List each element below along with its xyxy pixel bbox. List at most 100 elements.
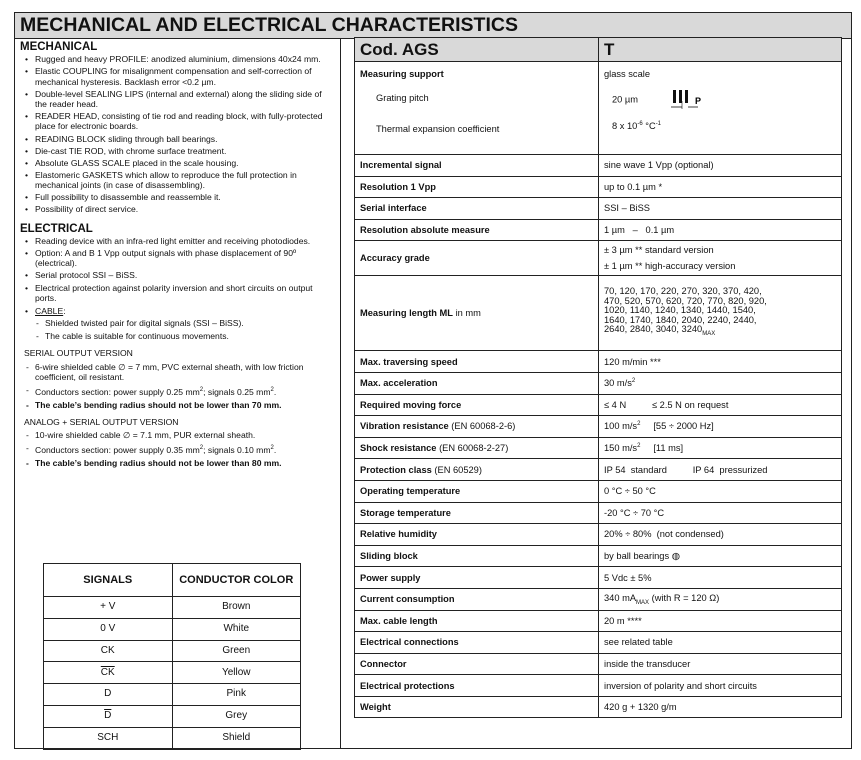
spec-label: Measuring support Grating pitch Thermal … <box>354 61 599 155</box>
spec-label: Serial interface <box>354 197 599 220</box>
analog-cable-line: 10-wire shielded cable ∅ = 7.1 mm, PUR e… <box>25 430 334 441</box>
spec-value: 30 m/s2 <box>598 371 842 395</box>
spec-row: Measuring length ML in mm 70, 120, 170, 2… <box>354 275 842 352</box>
spec-label: Incremental signal <box>354 154 599 177</box>
spec-value: 5 Vdc ± 5% <box>598 566 842 589</box>
spec-row: Accuracy grade ± 3 µm ** standard version… <box>354 240 842 277</box>
spec-label-text: Accuracy grade <box>360 253 430 264</box>
text: ; signals 0.25 mm <box>203 386 271 397</box>
text: . <box>273 444 277 455</box>
cable-list: CABLE: <box>20 306 334 317</box>
list-item: Elastomeric GASKETS which allow to repro… <box>20 170 334 191</box>
spec-label: Relative humidity <box>354 523 599 546</box>
value-text: -20 °C ÷ 70 °C <box>604 507 665 518</box>
signal-cell: D <box>43 683 173 706</box>
model-header: T <box>598 37 842 62</box>
spec-label: Electrical protections <box>354 674 599 697</box>
code-header: Cod. AGS <box>354 37 599 62</box>
spec-label-suffix: (EN 60068-2-27) <box>436 443 509 454</box>
signal-row: CK Green <box>43 639 301 663</box>
signal-row: CK Yellow <box>43 661 301 685</box>
value-text: see related table <box>604 637 673 648</box>
subscript: MAX <box>702 331 716 338</box>
value-text: 100 m/s <box>604 421 638 432</box>
spec-row: Power supply 5 Vdc ± 5% <box>354 566 842 589</box>
page-title: MECHANICAL AND ELECTRICAL CHARACTERISTIC… <box>15 13 851 39</box>
spec-label-text: Electrical protections <box>360 680 455 691</box>
spec-label-text: Measuring length ML <box>360 308 453 319</box>
grating-pitch-value-cell: 20 µm P <box>604 89 841 111</box>
spec-label-text: Storage temperature <box>360 507 451 518</box>
list-item: Full possibility to disassemble and reas… <box>20 192 334 203</box>
value-text: [55 ÷ 2000 Hz] <box>640 421 714 432</box>
list-item: READING BLOCK sliding through ball beari… <box>20 134 334 145</box>
spec-value: glass scale 20 µm P 8 x 10-6 °C-1 <box>598 61 842 155</box>
conductor-color-cell: Brown <box>171 596 301 619</box>
spec-row: Relative humidity 20% ÷ 80% (not condense… <box>354 523 842 546</box>
spec-row: Max. acceleration 30 m/s2 <box>354 371 842 395</box>
spec-header-row: Cod. AGS T <box>354 37 842 62</box>
spec-label: Electrical connections <box>354 631 599 654</box>
value-text: inside the transducer <box>604 658 691 669</box>
spec-value: 1 µm – 0.1 µm <box>598 218 842 242</box>
analog-bending-radius: The cable’s bending radius should not be… <box>25 458 334 469</box>
text: °C <box>642 121 656 132</box>
sup: 2 <box>270 386 274 393</box>
list-item: Electrical protection against polarity i… <box>20 283 334 304</box>
conductor-color-header: CONDUCTOR COLOR <box>171 563 301 597</box>
measuring-support-value: glass scale <box>604 69 650 79</box>
cable-details: Shielded twisted pair for digital signal… <box>20 318 334 341</box>
spec-label: Shock resistance (EN 60068-2-27) <box>354 436 599 460</box>
spec-label-suffix: (EN 60068-2-6) <box>448 421 516 432</box>
spec-label-text: Power supply <box>360 572 421 583</box>
value-text: 30 m/s <box>604 378 632 389</box>
spec-value: inversion of polarity and short circuits <box>598 674 842 697</box>
conductor-color-cell: Grey <box>171 704 301 728</box>
spec-label: Max. traversing speed <box>354 350 599 373</box>
spec-value: 20 m **** <box>598 609 842 633</box>
value-text: (with R = 120 Ω) <box>649 592 720 603</box>
list-item: Die-cast TIE ROD, with chrome surface tr… <box>20 146 334 157</box>
value-text: ± 3 µm ** standard version <box>604 245 714 256</box>
text: . <box>273 386 277 397</box>
list-item: Double-level SEALING LIPS (internal and … <box>20 89 334 110</box>
spec-label: Resolution 1 Vpp <box>354 175 599 199</box>
signal-row: 0 V White <box>43 617 301 641</box>
value-text: ± 1 µm ** high-accuracy version <box>604 261 736 272</box>
measuring-support-label: Measuring support <box>360 69 444 79</box>
spec-row: Max. traversing speed 120 m/min *** <box>354 350 842 373</box>
description-column: MECHANICAL Rugged and heavy PROFILE: ano… <box>15 39 341 750</box>
serial-bending-radius: The cable’s bending radius should not be… <box>25 400 334 411</box>
grating-pitch-label: Grating pitch <box>376 93 429 103</box>
signals-table: SIGNALS CONDUCTOR COLOR + V Brown 0 V White… <box>43 563 301 750</box>
value-text: 70, 120, 170, 220, 270, 320, 370, 420, 4… <box>604 285 767 335</box>
list-item: Serial protocol SSI – BiSS. <box>20 270 334 281</box>
serial-version-details: 6-wire shielded cable ∅ = 7 mm, PVC exte… <box>20 362 334 410</box>
spec-label: Protection class (EN 60529) <box>354 458 599 481</box>
cable-detail: The cable is suitable for continuous mov… <box>35 331 334 342</box>
spec-row: Operating temperature 0 °C ÷ 50 °C <box>354 479 842 503</box>
spec-label-suffix: (EN 60529) <box>431 464 482 475</box>
spec-label: Current consumption <box>354 587 599 611</box>
spec-label-text: Sliding block <box>360 551 418 562</box>
serial-conductors-line: Conductors section: power supply 0.25 mm… <box>25 385 334 397</box>
electrical-list: Reading device with an infra-red light e… <box>20 236 334 303</box>
analog-version-details: 10-wire shielded cable ∅ = 7.1 mm, PUR e… <box>20 430 334 468</box>
spec-value: 120 m/min *** <box>598 350 842 373</box>
signal-cell: D <box>43 704 173 728</box>
spec-value: 20% ÷ 80% (not condensed) <box>598 523 842 546</box>
signal-name: SCH <box>97 732 119 744</box>
list-item: Elastic COUPLING for misalignment compen… <box>20 66 334 87</box>
value-text: sine wave 1 Vpp (optional) <box>604 160 714 171</box>
spec-label: Storage temperature <box>354 501 599 525</box>
spec-value: by ball bearings ◍ <box>598 544 842 568</box>
spec-row: Electrical connections see related table <box>354 631 842 654</box>
spec-value: inside the transducer <box>598 652 842 676</box>
signal-row: D Pink <box>43 683 301 706</box>
value-text: IP 54 standard IP 64 pressurized <box>604 464 768 475</box>
spec-label-text: Incremental signal <box>360 160 442 171</box>
spec-label-text: Max. traversing speed <box>360 356 458 367</box>
signal-name: + V <box>100 601 116 613</box>
list-item: Option: A and B 1 Vpp output signals wit… <box>20 248 334 269</box>
text: Conductors section: power supply 0.25 mm <box>35 386 200 397</box>
